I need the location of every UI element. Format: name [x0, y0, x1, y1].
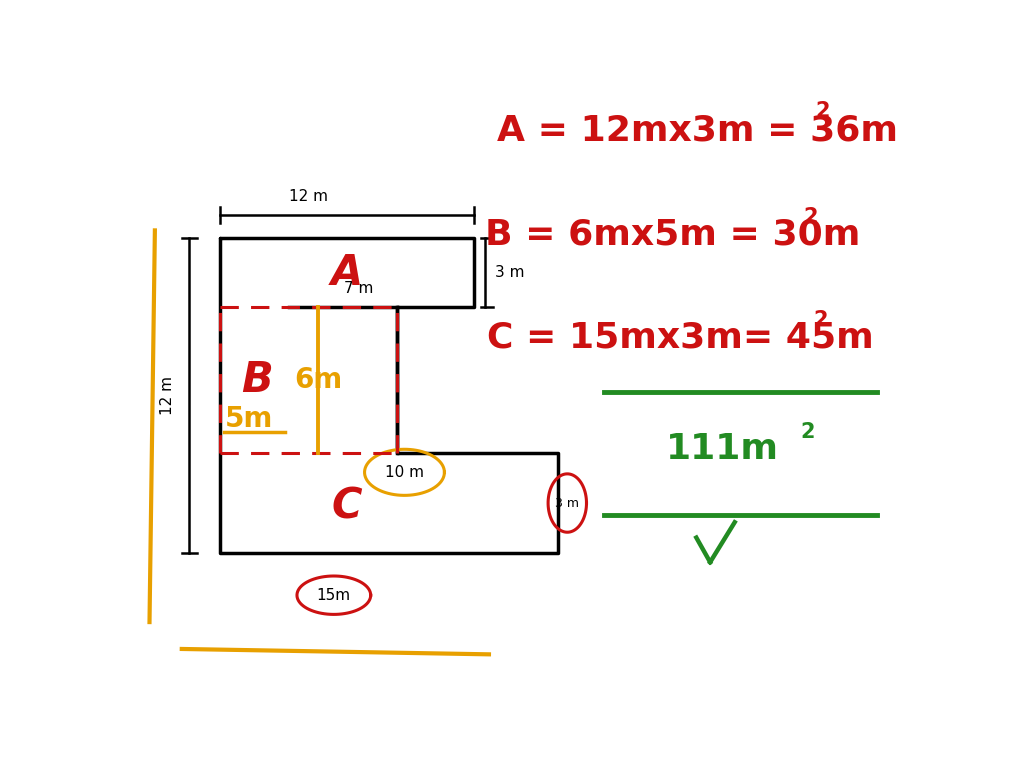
Text: A: A [331, 252, 362, 293]
Text: 2: 2 [800, 422, 814, 442]
Text: 12 m: 12 m [289, 188, 328, 204]
Text: C: C [332, 486, 362, 528]
Text: A = 12mx3m = 36m: A = 12mx3m = 36m [497, 114, 898, 147]
Text: 15m: 15m [316, 588, 351, 603]
Text: 2: 2 [815, 101, 829, 121]
Text: C = 15mx3m= 45m: C = 15mx3m= 45m [487, 321, 874, 355]
Text: B = 6mx5m = 30m: B = 6mx5m = 30m [485, 217, 860, 251]
Text: 10 m: 10 m [385, 465, 424, 480]
Text: B: B [241, 359, 273, 401]
Text: 12 m: 12 m [161, 376, 175, 415]
Text: 2: 2 [804, 207, 818, 227]
Text: 111m: 111m [666, 432, 778, 466]
Text: 5m: 5m [225, 405, 273, 432]
Text: 3 m: 3 m [555, 497, 580, 509]
Text: 2: 2 [813, 310, 827, 330]
Text: 6m: 6m [294, 366, 343, 394]
Text: 7 m: 7 m [344, 280, 373, 296]
Text: 3 m: 3 m [496, 265, 524, 280]
